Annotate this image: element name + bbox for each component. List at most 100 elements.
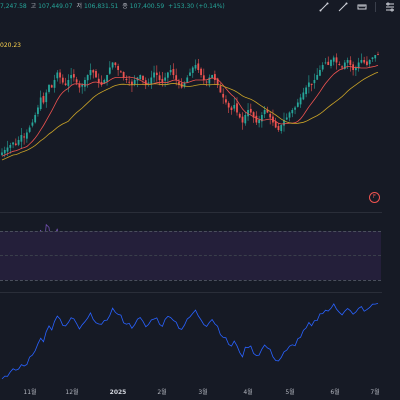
candle-body bbox=[59, 72, 61, 78]
ruler-icon[interactable] bbox=[356, 1, 368, 13]
candle-body bbox=[20, 135, 23, 142]
candle-body bbox=[205, 81, 208, 83]
candle-body bbox=[189, 72, 191, 76]
candle-body bbox=[9, 145, 12, 148]
ohlc-low-key: 저 bbox=[76, 3, 82, 10]
candle-body bbox=[230, 107, 233, 110]
candle-body bbox=[89, 70, 92, 76]
candle-body bbox=[175, 75, 178, 80]
indicator-flag-button[interactable]: F bbox=[369, 192, 380, 203]
candle-body bbox=[247, 110, 249, 117]
pane-divider-1[interactable] bbox=[0, 212, 382, 213]
trend-line-alt-icon[interactable] bbox=[337, 1, 349, 13]
candle-body bbox=[153, 72, 155, 78]
candle-body bbox=[95, 71, 97, 78]
candle-body bbox=[197, 63, 200, 70]
candle-body bbox=[150, 77, 153, 84]
toolbar-separator bbox=[375, 2, 377, 12]
candle-body bbox=[142, 75, 144, 80]
candle-body bbox=[332, 57, 335, 62]
candle-body bbox=[227, 103, 230, 108]
candle-body bbox=[155, 72, 158, 75]
candle-body bbox=[357, 62, 360, 69]
rsi-mid-line bbox=[0, 255, 381, 256]
candle-body bbox=[25, 132, 28, 139]
candle-body bbox=[133, 80, 136, 85]
candle-body bbox=[45, 92, 48, 103]
xaxis-label: 11월 bbox=[23, 389, 37, 396]
price-level-label: 020.23 bbox=[0, 42, 21, 49]
candle-body bbox=[343, 62, 346, 69]
candle-body bbox=[6, 147, 9, 152]
candle-body bbox=[233, 105, 236, 109]
candle-body bbox=[299, 97, 302, 105]
candle-body bbox=[106, 75, 108, 82]
candle-body bbox=[166, 72, 169, 78]
candle-body bbox=[252, 112, 255, 118]
candle-body bbox=[97, 78, 100, 83]
candle-body bbox=[78, 83, 81, 88]
candle-body bbox=[172, 69, 175, 75]
candle-body bbox=[274, 121, 277, 128]
ohlc-close-value: 107,400.59 bbox=[129, 3, 165, 10]
candle-body bbox=[158, 75, 161, 80]
drawing-toolbar bbox=[318, 0, 396, 14]
settings-icon[interactable] bbox=[384, 1, 396, 13]
candle-body bbox=[164, 77, 167, 81]
candle-body bbox=[341, 66, 343, 68]
candle-body bbox=[238, 114, 241, 118]
candle-body bbox=[75, 79, 78, 83]
candle-body bbox=[368, 60, 371, 65]
candle-body bbox=[191, 67, 194, 73]
indicator-line-bottom bbox=[1, 303, 379, 380]
candle-body bbox=[169, 70, 172, 73]
candle-body bbox=[161, 78, 164, 83]
candle-body bbox=[31, 122, 34, 126]
candle-body bbox=[377, 54, 379, 55]
ma-slow-line bbox=[1, 71, 379, 161]
rsi-lower-line bbox=[0, 280, 381, 281]
candle-body bbox=[236, 103, 238, 113]
ohlc-open-value: 7,247.58 bbox=[0, 3, 27, 10]
candle-body bbox=[12, 142, 14, 145]
candle-body bbox=[39, 97, 42, 110]
candle-body bbox=[363, 60, 366, 63]
candle-body bbox=[296, 102, 299, 107]
candle-body bbox=[266, 109, 269, 113]
candle-body bbox=[285, 117, 288, 120]
ohlc-values: 7,247.58 고 107,449.07 저 106,831.51 종 107,40… bbox=[0, 0, 227, 14]
candle-body bbox=[258, 120, 261, 124]
time-axis[interactable]: 11월 12월 2025 2월 3월 4월 5월 6월 7월 bbox=[0, 386, 400, 400]
candle-body bbox=[131, 81, 133, 85]
candle-body bbox=[346, 60, 349, 63]
candle-body bbox=[305, 87, 308, 95]
candle-body bbox=[349, 60, 352, 65]
candle-body bbox=[111, 62, 114, 68]
candle-body bbox=[360, 60, 363, 63]
candle-body bbox=[64, 83, 67, 85]
candle-body bbox=[81, 85, 84, 87]
candle-body bbox=[122, 72, 125, 78]
xaxis-label: 12월 bbox=[65, 389, 79, 396]
price-chart[interactable] bbox=[0, 0, 400, 386]
candle-body bbox=[335, 57, 338, 63]
candle-body bbox=[263, 110, 266, 115]
candle-body bbox=[72, 74, 75, 78]
trend-line-icon[interactable] bbox=[318, 1, 330, 13]
ohlc-close-key: 종 bbox=[122, 3, 128, 10]
candle-body bbox=[23, 136, 26, 138]
rsi-upper-line bbox=[0, 231, 381, 232]
pane-divider-2[interactable] bbox=[0, 292, 382, 293]
candle-body bbox=[294, 107, 296, 110]
candle-body bbox=[34, 115, 37, 123]
ohlc-bar: 7,247.58 고 107,449.07 저 106,831.51 종 107,40… bbox=[0, 0, 400, 14]
candle-body bbox=[366, 61, 368, 65]
candle-body bbox=[291, 110, 294, 114]
candle-body bbox=[42, 96, 45, 103]
xaxis-label: 3월 bbox=[198, 389, 208, 396]
xaxis-label: 7월 bbox=[370, 389, 380, 396]
xaxis-label: 2월 bbox=[157, 389, 167, 396]
candle-body bbox=[208, 77, 211, 84]
candle-body bbox=[319, 70, 321, 76]
xaxis-label: 2025 bbox=[109, 389, 127, 396]
